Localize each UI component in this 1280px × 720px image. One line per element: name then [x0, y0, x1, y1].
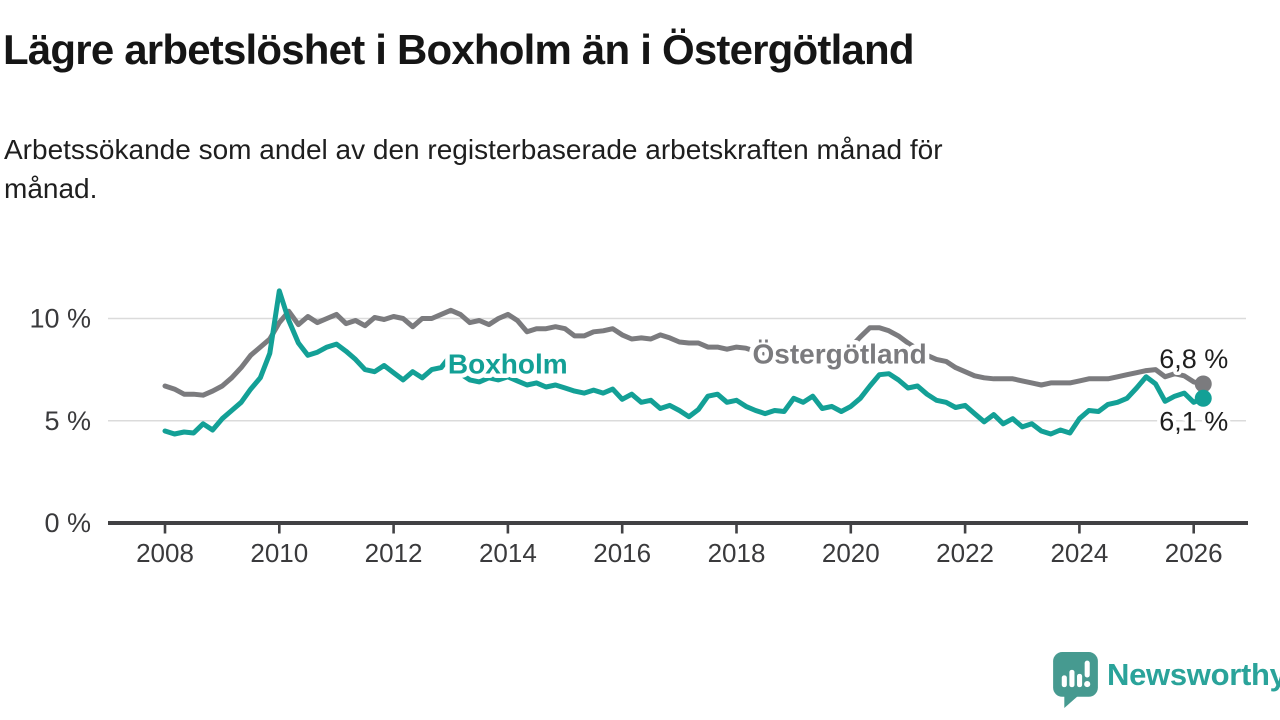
- y-axis-tick-label: 5 %: [44, 406, 91, 436]
- series-label-boxholm: Boxholm: [448, 349, 568, 380]
- chart-subtitle-line2: månad.: [4, 173, 98, 204]
- end-value-label-ostergotland: 6,8 %: [1159, 344, 1228, 374]
- end-dot-ostergotland: [1194, 375, 1212, 393]
- series-line-boxholm: [162, 288, 1206, 437]
- speech-bubble-tail: [1064, 692, 1082, 708]
- end-dot-boxholm: [1194, 389, 1212, 407]
- x-axis-tick-label: 2022: [936, 538, 994, 568]
- y-axis-tick-label: 10 %: [29, 304, 91, 334]
- exclamation-dot-icon: [1084, 681, 1091, 688]
- newsworthy-logo-icon: [1053, 652, 1098, 708]
- page-title: Lägre arbetslöshet i Boxholm än i Österg…: [3, 26, 915, 73]
- series-label-ostergotland: Östergötland: [753, 338, 927, 369]
- newsworthy-wordmark: Newsworthy: [1107, 657, 1280, 692]
- x-axis-tick-label: 2026: [1165, 538, 1223, 568]
- x-axis-tick-label: 2020: [822, 538, 880, 568]
- x-axis-tick-label: 2014: [479, 538, 537, 568]
- bar-icon-tall: [1069, 669, 1075, 688]
- bar-icon-medium: [1077, 673, 1083, 688]
- series-line-ostergotland: [162, 307, 1206, 398]
- x-axis-tick-label: 2008: [136, 538, 194, 568]
- x-axis-tick-label: 2016: [593, 538, 651, 568]
- end-value-label-boxholm: 6,1 %: [1159, 406, 1228, 436]
- y-axis-tick-label: 0 %: [44, 508, 91, 538]
- x-axis-tick-label: 2012: [365, 538, 423, 568]
- newsworthy-logo: Newsworthy: [1052, 651, 1280, 711]
- x-axis-tick-label: 2024: [1050, 538, 1108, 568]
- x-axis-tick-label: 2018: [708, 538, 766, 568]
- exclamation-bar-icon: [1084, 660, 1090, 678]
- x-axis-tick-label: 2010: [250, 538, 308, 568]
- chart-subtitle: Arbetssökande som andel av den registerb…: [4, 130, 1194, 208]
- bar-icon-small: [1061, 675, 1067, 688]
- chart-subtitle-line1: Arbetssökande som andel av den registerb…: [4, 134, 943, 165]
